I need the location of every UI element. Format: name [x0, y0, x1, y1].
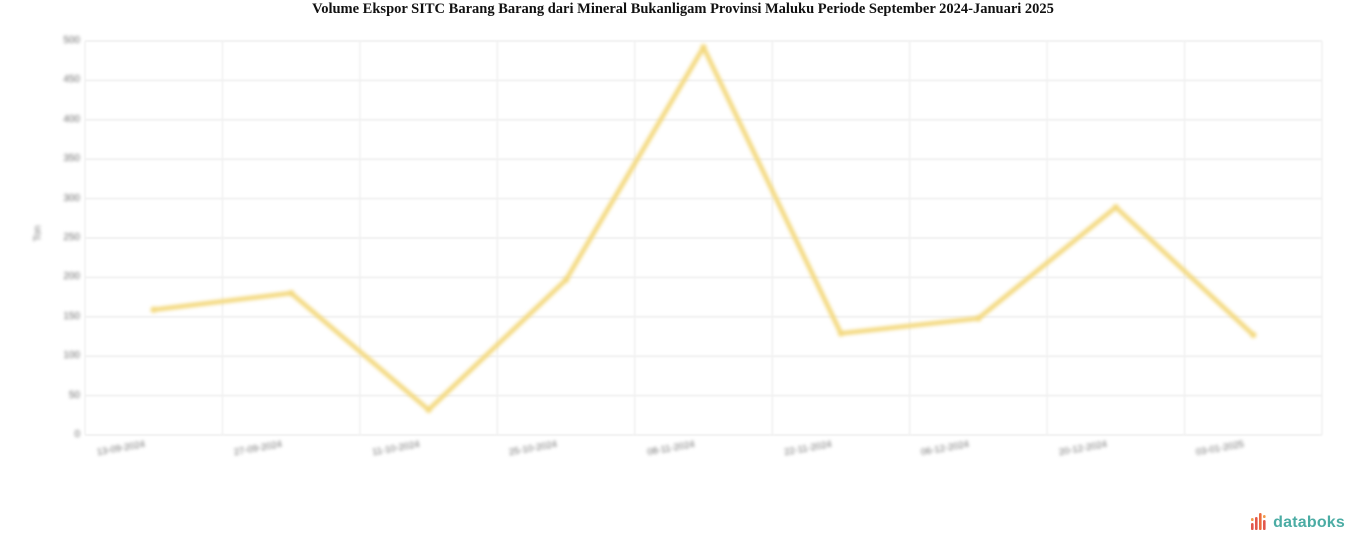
y-tick-label: 100 [63, 350, 80, 362]
y-tick-label: 350 [63, 153, 80, 165]
y-tick-label: 450 [63, 74, 80, 86]
y-tick-label: 400 [63, 113, 80, 125]
y-tick-label: 150 [63, 310, 80, 322]
line-series [150, 44, 1257, 413]
y-tick-label: 250 [63, 232, 80, 243]
y-tick-label: 0 [74, 429, 80, 440]
databoks-logo: databoks [1250, 512, 1345, 534]
databoks-icon [1251, 513, 1266, 530]
y-tick-label: 500 [63, 35, 80, 46]
gridlines [84, 40, 1323, 436]
y-tick-label: 200 [63, 271, 80, 283]
y-tick-label: 300 [63, 192, 80, 204]
y-tick-label: 50 [68, 389, 80, 401]
chart-title: Volume Ekspor SITC Barang Barang dari Mi… [312, 1, 1054, 17]
databoks-wordmark: databoks [1273, 514, 1345, 531]
